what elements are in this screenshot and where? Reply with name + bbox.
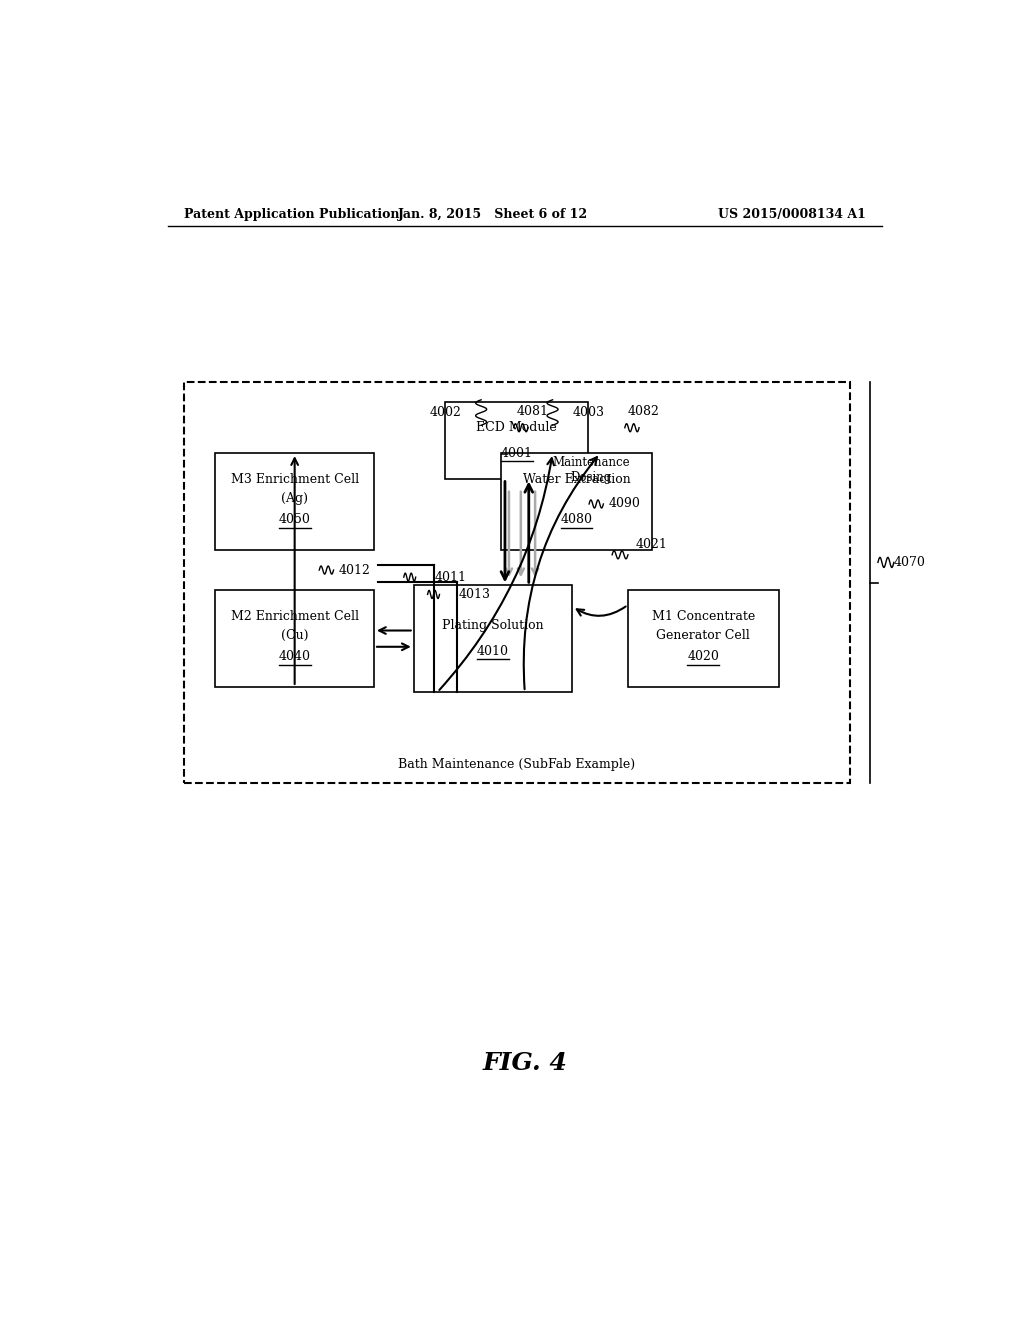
Text: 4011: 4011 (435, 570, 467, 583)
Text: 4080: 4080 (560, 513, 592, 527)
Text: M2 Enrichment Cell: M2 Enrichment Cell (230, 610, 358, 623)
Text: Jan. 8, 2015   Sheet 6 of 12: Jan. 8, 2015 Sheet 6 of 12 (398, 207, 588, 220)
Text: 4012: 4012 (338, 564, 371, 577)
FancyBboxPatch shape (215, 453, 374, 549)
Text: 4081: 4081 (517, 405, 549, 417)
FancyBboxPatch shape (215, 590, 374, 686)
Text: Maintenance
Dosing: Maintenance Dosing (553, 455, 630, 483)
Text: 4070: 4070 (894, 556, 926, 569)
Text: 4013: 4013 (459, 587, 490, 601)
Text: 4002: 4002 (429, 407, 461, 418)
Text: FIG. 4: FIG. 4 (482, 1051, 567, 1074)
Text: Generator Cell: Generator Cell (656, 630, 751, 642)
Text: US 2015/0008134 A1: US 2015/0008134 A1 (718, 207, 866, 220)
Text: M1 Concentrate: M1 Concentrate (651, 610, 755, 623)
Text: Patent Application Publication: Patent Application Publication (183, 207, 399, 220)
FancyBboxPatch shape (501, 453, 651, 549)
Text: Bath Maintenance (SubFab Example): Bath Maintenance (SubFab Example) (398, 758, 636, 771)
Text: 4020: 4020 (687, 651, 719, 664)
Text: 4090: 4090 (608, 498, 640, 511)
Text: Water Extraction: Water Extraction (522, 473, 630, 486)
Text: (Ag): (Ag) (282, 492, 308, 504)
FancyBboxPatch shape (628, 590, 779, 686)
Text: 4010: 4010 (477, 645, 509, 659)
Text: 4001: 4001 (501, 447, 532, 461)
Text: 4082: 4082 (628, 405, 659, 417)
Text: 4040: 4040 (279, 651, 310, 664)
FancyBboxPatch shape (414, 585, 572, 692)
FancyBboxPatch shape (445, 403, 588, 479)
Text: Plating Solution: Plating Solution (442, 619, 544, 632)
Text: 4050: 4050 (279, 513, 310, 527)
Text: 4003: 4003 (572, 407, 604, 418)
Text: (Cu): (Cu) (281, 630, 308, 642)
Text: ECD Module: ECD Module (476, 421, 557, 434)
Text: M3 Enrichment Cell: M3 Enrichment Cell (230, 473, 358, 486)
Text: 4021: 4021 (636, 539, 668, 552)
